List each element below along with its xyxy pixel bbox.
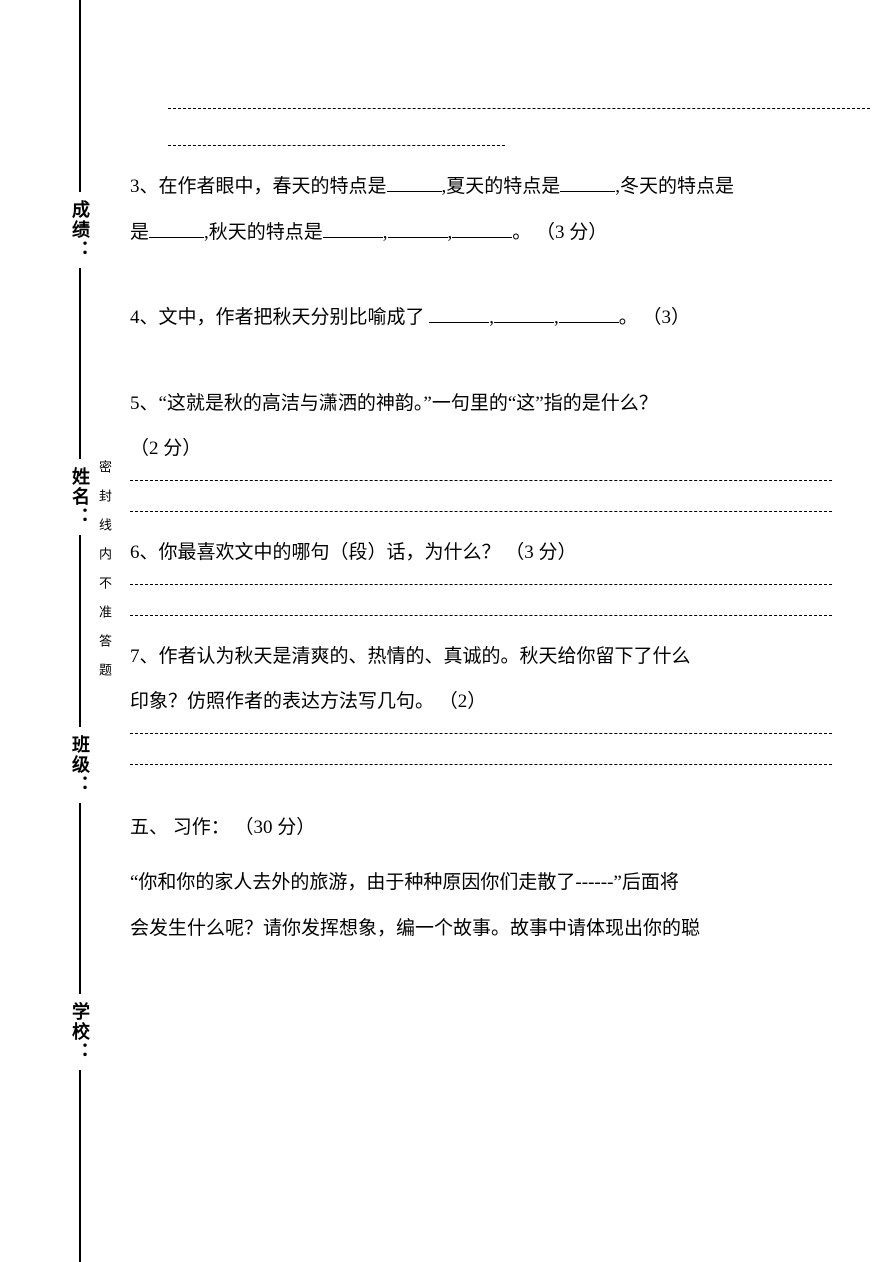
blank bbox=[387, 173, 442, 192]
q3-text: ,秋天的特点是 bbox=[204, 222, 323, 243]
answer-line bbox=[130, 764, 832, 765]
answer-line bbox=[130, 733, 832, 734]
sidebar-line bbox=[79, 803, 81, 995]
class-label: 班级： bbox=[67, 727, 93, 803]
seal-line-note: 密封线内不准答题 bbox=[95, 460, 114, 692]
question-5: 5、“这就是秋的高洁与潇洒的神韵。”一句里的“这”指的是什么？ （2 分） bbox=[130, 381, 832, 472]
q4-text: 。 （3） bbox=[619, 307, 690, 328]
section-5-heading: 五、 习作： （30 分） bbox=[130, 805, 832, 851]
score-label: 成绩： bbox=[67, 192, 93, 268]
q3-text: 。 （3 分） bbox=[512, 222, 607, 243]
q5-text: 5、“这就是秋的高洁与潇洒的神韵。”一句里的“这”指的是什么？ bbox=[130, 393, 658, 414]
blank bbox=[560, 173, 615, 192]
q4-text: 4、文中，作者把秋天分别比喻成了 bbox=[130, 307, 429, 328]
blank bbox=[494, 304, 554, 323]
q3-text: ,冬天的特点是 bbox=[615, 176, 734, 197]
school-label: 学校： bbox=[67, 994, 93, 1070]
answer-line bbox=[168, 145, 505, 146]
question-6: 6、你最喜欢文中的哪句（段）话，为什么？ （3 分） bbox=[130, 530, 832, 576]
question-7: 7、作者认为秋天是清爽的、热情的、真诚的。秋天给你留下了什么 印象？仿照作者的表… bbox=[130, 634, 832, 725]
answer-line bbox=[130, 584, 832, 585]
exam-sidebar: 成绩： 姓名： 班级： 学校： bbox=[60, 0, 100, 1262]
section-5-para: 会发生什么呢？请你发挥想象，编一个故事。故事中请体现出你的聪 bbox=[130, 906, 832, 952]
name-label: 姓名： bbox=[67, 459, 93, 535]
q5-text: （2 分） bbox=[130, 438, 201, 459]
blank bbox=[388, 219, 448, 238]
main-content: 3、在作者眼中，春天的特点是,夏天的特点是,冬天的特点是 是,秋天的特点是,,。… bbox=[130, 100, 832, 952]
q3-text: 3、在作者眼中，春天的特点是 bbox=[130, 176, 387, 197]
blank bbox=[429, 304, 489, 323]
sidebar-line bbox=[79, 0, 81, 192]
section-5-para: “你和你的家人去外的旅游，由于种种原因你们走散了------”后面将 bbox=[130, 860, 832, 906]
sidebar-line bbox=[79, 1070, 81, 1262]
q7-text: 印象？仿照作者的表达方法写几句。 （2） bbox=[130, 691, 486, 712]
question-3: 3、在作者眼中，春天的特点是,夏天的特点是,冬天的特点是 是,秋天的特点是,,。… bbox=[130, 164, 832, 255]
question-4: 4、文中，作者把秋天分别比喻成了 ,,。 （3） bbox=[130, 295, 832, 341]
answer-line bbox=[130, 480, 832, 481]
answer-line bbox=[130, 511, 832, 512]
sidebar-line bbox=[79, 535, 81, 727]
answer-line bbox=[168, 108, 870, 109]
q3-text: 是 bbox=[130, 222, 149, 243]
answer-line bbox=[130, 615, 832, 616]
blank bbox=[452, 219, 512, 238]
blank bbox=[149, 219, 204, 238]
q7-text: 7、作者认为秋天是清爽的、热情的、真诚的。秋天给你留下了什么 bbox=[130, 646, 691, 667]
q3-text: ,夏天的特点是 bbox=[442, 176, 561, 197]
sidebar-line bbox=[79, 268, 81, 460]
blank bbox=[323, 219, 383, 238]
q6-text: 6、你最喜欢文中的哪句（段）话，为什么？ （3 分） bbox=[130, 542, 577, 563]
blank bbox=[559, 304, 619, 323]
